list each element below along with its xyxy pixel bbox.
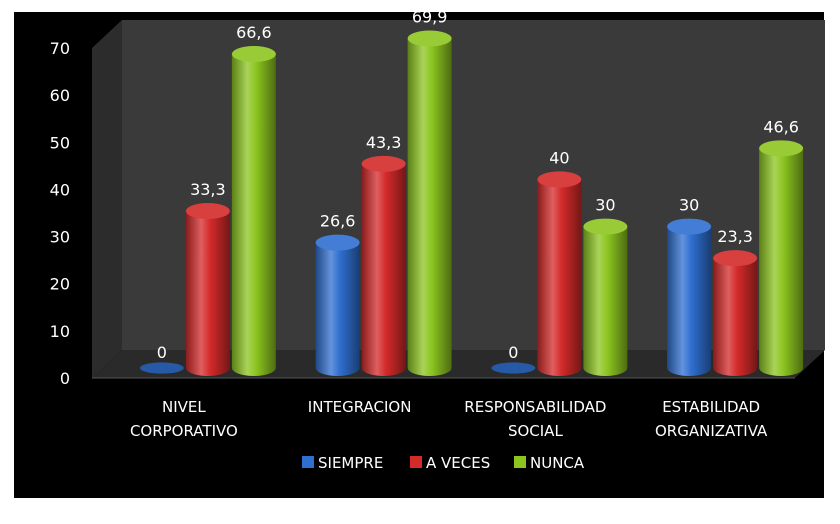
legend-swatch — [410, 456, 422, 468]
bar-top — [667, 218, 712, 235]
data-label: 43,3 — [366, 133, 402, 152]
bar-base — [491, 362, 536, 374]
bar-top — [407, 30, 452, 47]
data-label: 40 — [549, 148, 569, 167]
bar-top — [185, 203, 230, 220]
legend-item: NUNCA — [514, 454, 585, 472]
x-tick-label: RESPONSABILIDAD — [464, 398, 606, 416]
bar — [139, 362, 184, 374]
bar-body — [407, 38, 452, 376]
bar-top — [231, 46, 276, 63]
data-label: 66,6 — [236, 23, 272, 42]
legend-item: SIEMPRE — [302, 454, 383, 472]
bar-body — [361, 163, 406, 376]
x-tick-label: CORPORATIVO — [130, 422, 238, 440]
data-label: 30 — [679, 196, 699, 215]
x-tick-label: NIVEL — [162, 398, 206, 416]
bar-top — [361, 155, 406, 172]
bar-body — [537, 179, 582, 376]
x-tick-label: INTEGRACION — [308, 398, 412, 416]
bar — [537, 171, 582, 376]
data-label: 0 — [508, 343, 518, 362]
bar-base — [139, 362, 184, 374]
legend-label: SIEMPRE — [318, 454, 383, 472]
bar-body — [759, 148, 804, 376]
legend-item: A VECES — [410, 454, 490, 472]
y-tick-label: 0 — [60, 369, 70, 388]
legend-label: A VECES — [426, 454, 490, 472]
data-label: 0 — [157, 343, 167, 362]
y-tick-label: 30 — [50, 228, 70, 247]
bar — [583, 218, 628, 376]
y-tick-label: 10 — [50, 322, 70, 341]
legend-swatch — [302, 456, 314, 468]
bar — [231, 46, 276, 377]
bar-body — [231, 54, 276, 377]
bar — [407, 30, 452, 376]
x-tick-label: ORGANIZATIVA — [655, 422, 768, 440]
bar — [713, 250, 758, 376]
bar — [361, 155, 406, 376]
bar-top — [583, 218, 628, 235]
back-wall — [122, 20, 825, 350]
bar-body — [315, 242, 360, 376]
y-tick-label: 40 — [50, 180, 70, 199]
bar-top — [537, 171, 582, 188]
y-tick-label: 60 — [50, 86, 70, 105]
bar-top — [759, 140, 804, 157]
bar-body — [713, 258, 758, 376]
x-tick-label: SOCIAL — [508, 422, 563, 440]
bar-body — [583, 226, 628, 376]
x-tick-label: ESTABILIDAD — [662, 398, 760, 416]
bar — [491, 362, 536, 374]
legend-label: NUNCA — [530, 454, 585, 472]
data-label: 46,6 — [763, 117, 799, 136]
y-tick-label: 20 — [50, 275, 70, 294]
bar-body — [667, 226, 712, 376]
data-label: 26,6 — [320, 212, 356, 231]
bar-top — [713, 250, 758, 267]
data-label: 30 — [595, 196, 615, 215]
data-label: 69,9 — [412, 7, 448, 26]
data-label: 23,3 — [717, 227, 753, 246]
y-tick-label: 70 — [50, 39, 70, 58]
bar-body — [185, 211, 230, 376]
side-wall — [92, 20, 122, 378]
data-label: 33,3 — [190, 180, 226, 199]
y-tick-label: 50 — [50, 133, 70, 152]
bar — [185, 203, 230, 376]
bar — [315, 234, 360, 376]
bar — [759, 140, 804, 376]
bar — [667, 218, 712, 376]
legend-swatch — [514, 456, 526, 468]
bar-top — [315, 234, 360, 251]
